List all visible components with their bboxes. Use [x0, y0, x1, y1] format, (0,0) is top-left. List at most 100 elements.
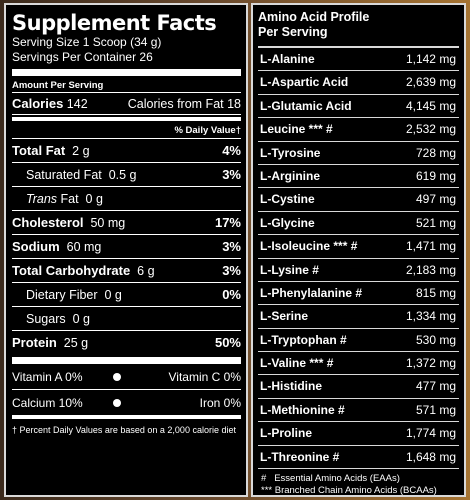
servings-per-container: Servings Per Container 26: [12, 50, 153, 64]
nutrient-list: Total Fat 2 g 4% Saturated Fat 0.5 g 3% Tran…: [12, 139, 241, 355]
nutrient-label: Sodium 60 mg: [12, 235, 101, 259]
amino-acid-name: L-Valine *** #: [260, 356, 334, 371]
calories-value: 142: [66, 97, 88, 111]
divider-medium: [12, 415, 241, 419]
nutrient-name: Sodium: [12, 239, 60, 254]
amino-acid-name: L-Proline: [260, 426, 313, 441]
amino-acid-row: L-Lysine # 2,183 mg: [258, 259, 459, 282]
amino-acid-value: 477 mg: [415, 379, 456, 394]
serving-size: Serving Size 1 Scoop (34 g): [12, 35, 162, 49]
amino-acid-value: 1,471 mg: [405, 239, 456, 254]
nutrient-daily-value: 17%: [214, 215, 241, 230]
amino-title-line1: Amino Acid Profile: [258, 10, 370, 24]
nutrient-name: Cholesterol: [12, 215, 84, 230]
calories-label: Calories: [12, 96, 64, 111]
nutrient-daily-value: 0%: [222, 287, 241, 302]
amino-acid-value: 521 mg: [415, 215, 456, 230]
amino-acid-name: L-Glycine: [260, 215, 315, 230]
nutrient-amount: 0 g: [72, 312, 90, 326]
nutrient-daily-value: 3%: [222, 263, 241, 278]
amino-title-line2: Per Serving: [258, 25, 328, 39]
amino-acid-value: 497 mg: [415, 192, 456, 207]
nutrient-name: Protein: [12, 335, 57, 350]
nutrient-daily-value: 3%: [222, 167, 241, 182]
nutrient-name-suffix: Fat: [57, 192, 79, 206]
amino-acid-list: L-Alanine 1,142 mg L-Aspartic Acid 2,639 mg…: [258, 46, 459, 470]
amino-acid-panel: Amino Acid Profile Per Serving L-Alanine…: [251, 3, 466, 497]
amino-acid-value: 2,532 mg: [405, 122, 456, 137]
divider-medium: [12, 117, 241, 121]
amino-legend: # Essential Amino Acids (EAAs) *** Branch…: [258, 473, 459, 497]
amino-acid-row: L-Aspartic Acid 2,639 mg: [258, 71, 459, 95]
nutrient-label: Dietary Fiber 0 g: [26, 283, 122, 307]
nutrient-label: Total Carbohydrate 6 g: [12, 259, 155, 283]
calories-from-fat: Calories from Fat 18: [127, 97, 241, 111]
amino-acid-name: Leucine *** #: [260, 122, 333, 137]
amino-acid-name: L-Isoleucine *** #: [260, 239, 358, 254]
amino-acid-row: L-Tyrosine 728 mg: [258, 142, 459, 165]
nutrient-daily-value: 4%: [222, 143, 241, 158]
nutrient-name: Dietary Fiber: [26, 288, 98, 302]
amino-acid-row: L-Glycine 521 mg: [258, 212, 459, 236]
vitamin-left: Calcium 10%: [12, 395, 83, 410]
nutrient-row: Trans Fat 0 g: [12, 187, 241, 211]
nutrient-amount: 0.5 g: [108, 168, 137, 182]
nutrient-amount: 50 mg: [90, 216, 126, 230]
vitamin-list: Vitamin A 0% Vitamin C 0% Calcium 10% Iron …: [12, 364, 241, 415]
amino-acid-name: L-Lysine #: [260, 262, 319, 277]
amino-acid-row: L-Valine *** # 1,372 mg: [258, 352, 459, 376]
amino-acid-value: 1,142 mg: [405, 52, 456, 66]
nutrient-row: Saturated Fat 0.5 g 3%: [12, 163, 241, 187]
bullet-icon: [113, 372, 121, 381]
nutrient-daily-value: 3%: [222, 239, 241, 254]
amino-acid-value: 1,372 mg: [405, 356, 456, 371]
nutrient-row: Cholesterol 50 mg 17%: [12, 211, 241, 235]
vitamin-row: Calcium 10% Iron 0%: [12, 390, 241, 415]
legend-line: *** Branched Chain Amino Acids (BCAAs): [261, 485, 437, 497]
nutrient-label: Cholesterol 50 mg: [12, 211, 125, 235]
amino-acid-row: L-Threonine # 1,648 mg: [258, 446, 459, 470]
amino-acid-row: Leucine *** # 2,532 mg: [258, 118, 459, 142]
supplement-facts-panel: Supplement Facts Serving Size 1 Scoop (3…: [4, 3, 248, 497]
amino-acid-value: 815 mg: [415, 285, 456, 300]
amino-acid-name: L-Tyrosine: [260, 145, 321, 160]
amino-acid-value: 1,774 mg: [405, 426, 456, 441]
amino-acid-name: L-Serine: [260, 309, 309, 324]
divider-thick: [12, 69, 241, 76]
nutrient-row: Protein 25 g 50%: [12, 331, 241, 355]
amino-acid-row: L-Alanine 1,142 mg: [258, 48, 459, 72]
nutrient-amount: 0 g: [85, 192, 103, 206]
nutrient-name: Total Fat: [12, 143, 66, 158]
amino-acid-row: L-Serine 1,334 mg: [258, 305, 459, 329]
vitamin-right: Iron 0%: [199, 395, 241, 410]
amino-acid-row: L-Histidine 477 mg: [258, 375, 459, 399]
amino-acid-name: L-Glutamic Acid: [260, 98, 352, 113]
nutrient-row: Total Fat 2 g 4%: [12, 139, 241, 163]
amino-acid-row: L-Phenylalanine # 815 mg: [258, 282, 459, 306]
nutrient-label: Protein 25 g: [12, 331, 88, 355]
amino-acid-row: L-Glutamic Acid 4,145 mg: [258, 95, 459, 119]
daily-value-header: % Daily Value†: [12, 123, 241, 139]
vitamin-row: Vitamin A 0% Vitamin C 0%: [12, 364, 241, 390]
amino-acid-value: 728 mg: [415, 145, 456, 160]
amino-acid-row: L-Tryptophan # 530 mg: [258, 329, 459, 353]
nutrient-name: Trans: [26, 192, 58, 206]
calories-group: Calories 142: [12, 93, 88, 115]
nutrient-daily-value: 50%: [214, 335, 241, 350]
calories-row: Calories 142 Calories from Fat 18: [12, 93, 241, 115]
nutrient-row: Total Carbohydrate 6 g 3%: [12, 259, 241, 283]
nutrient-amount: 6 g: [137, 264, 155, 278]
amino-acid-value: 1,334 mg: [405, 309, 456, 324]
nutrient-amount: 0 g: [104, 288, 122, 302]
vitamin-left: Vitamin A 0%: [12, 369, 83, 384]
amino-acid-row: L-Arginine 619 mg: [258, 165, 459, 189]
amino-acid-value: 619 mg: [415, 168, 456, 183]
amino-acid-row: L-Isoleucine *** # 1,471 mg: [258, 235, 459, 259]
amino-acid-row: L-Methionine # 571 mg: [258, 399, 459, 423]
nutrient-label: Saturated Fat 0.5 g: [26, 163, 137, 187]
nutrient-label: Trans Fat 0 g: [26, 187, 103, 211]
nutrient-amount: 60 mg: [66, 240, 102, 254]
divider: [12, 92, 241, 93]
amino-acid-row: L-Cystine 497 mg: [258, 188, 459, 212]
